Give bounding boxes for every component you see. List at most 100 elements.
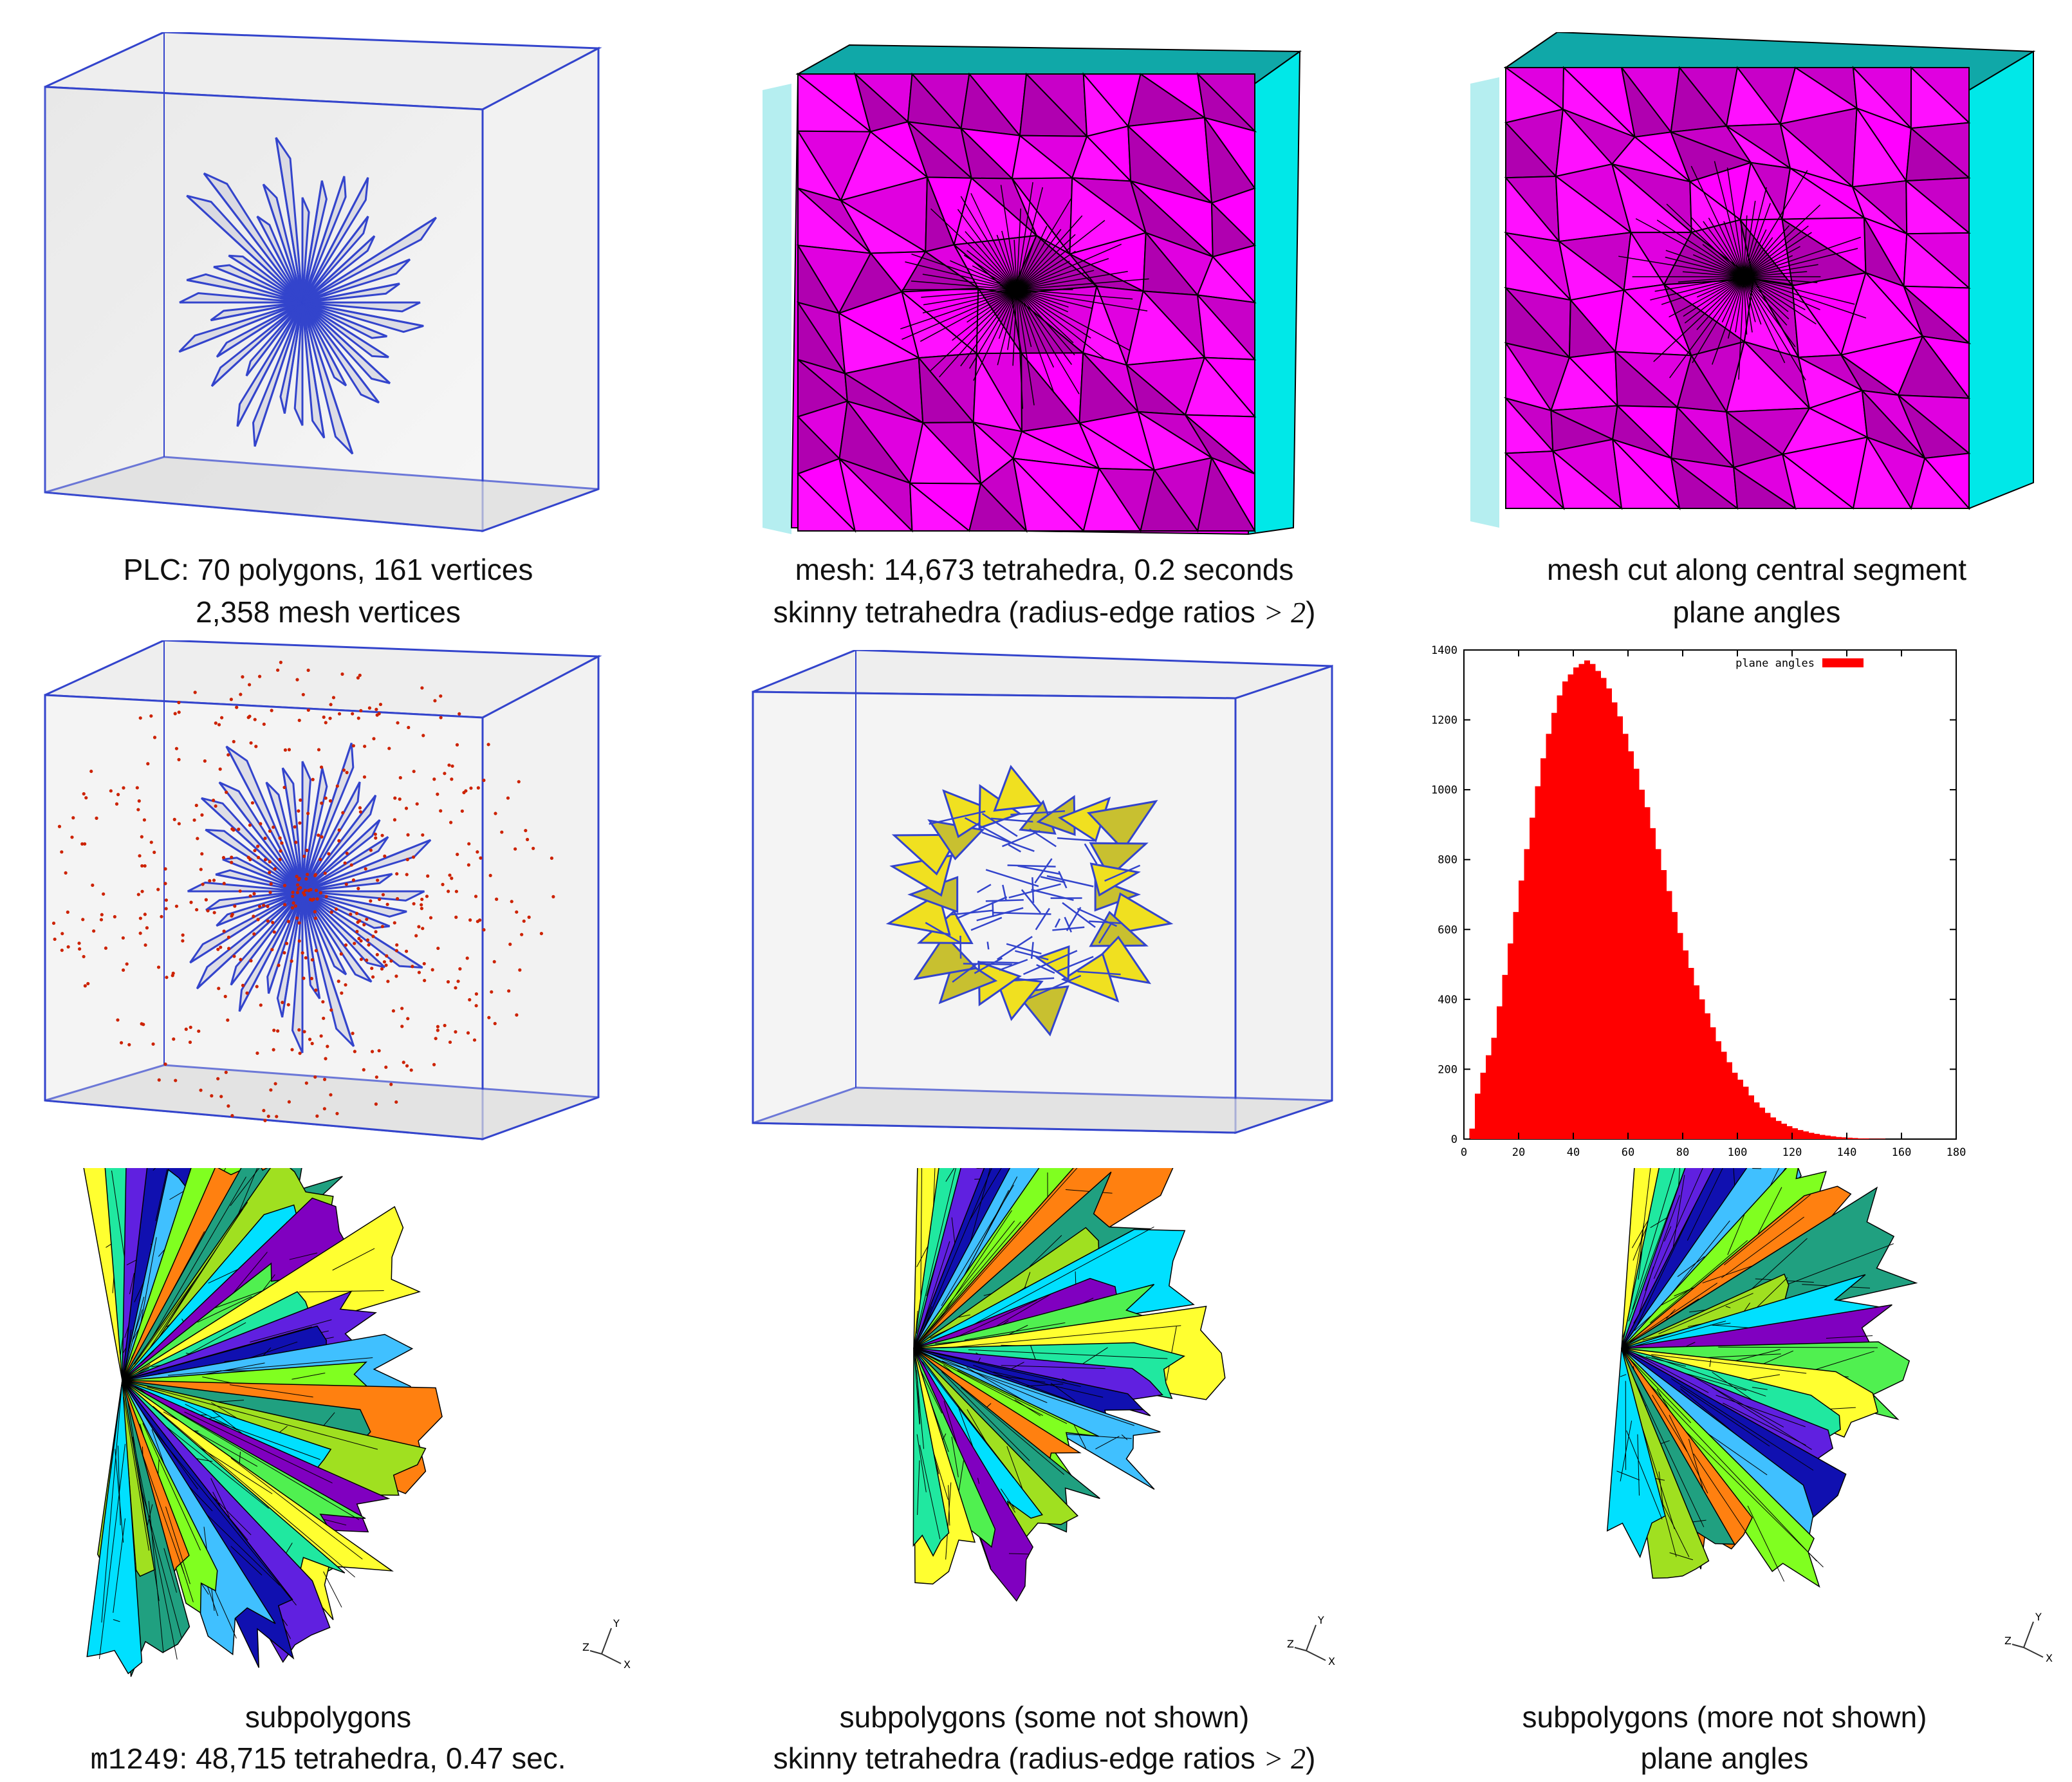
x-tick-label: 60 (1622, 1146, 1634, 1159)
histogram-bar (1628, 751, 1634, 1139)
histogram-bar (1688, 968, 1694, 1139)
histogram-bar (1705, 1014, 1710, 1139)
x-tick-label: 40 (1567, 1146, 1580, 1159)
histogram-bar (1831, 1137, 1836, 1139)
histogram-bar (1497, 1007, 1503, 1139)
mesh-cut-figure (1467, 32, 2040, 547)
histogram-bar (1874, 1138, 1880, 1139)
axis-x-label: X (1328, 1655, 1335, 1667)
histogram-bar (1524, 849, 1530, 1139)
y-tick-label: 800 (1438, 854, 1457, 867)
legend-swatch (1822, 658, 1864, 667)
histogram-bar (1765, 1113, 1771, 1139)
caption-r1c3-line2: plane angles (1435, 591, 2072, 633)
axis-y-label: Y (2035, 1611, 2042, 1623)
histogram-bar (1667, 891, 1672, 1139)
histogram-bar (1470, 1129, 1475, 1139)
histogram-bar (1792, 1128, 1798, 1139)
histogram-bar (1770, 1117, 1776, 1139)
histogram-bar (1754, 1102, 1760, 1139)
histogram-bar (1683, 951, 1688, 1139)
axis-z-label: Z (582, 1641, 589, 1653)
axis-z-label: Z (2004, 1635, 2012, 1647)
histogram-bar (1475, 1093, 1481, 1139)
histogram-bar (1656, 849, 1661, 1139)
histogram-bar (1623, 734, 1629, 1139)
histogram-bar (1798, 1130, 1804, 1139)
histogram-bar (1530, 818, 1535, 1139)
caption-r3c1-code: m1249 (91, 1744, 180, 1777)
caption-r3c2-line2-op: > 2 (1264, 1742, 1306, 1775)
histogram-bar (1650, 828, 1656, 1139)
histogram-bar (1869, 1138, 1874, 1139)
histogram-bar (1568, 674, 1574, 1139)
axis-triad-2: Y Z X (1287, 1612, 1345, 1670)
caption-r3c1-rest: : 48,715 tetrahedra, 0.47 sec. (180, 1741, 566, 1775)
histogram-bar (1535, 786, 1541, 1139)
caption-r1c2-line2-close: ) (1306, 595, 1315, 629)
histogram-bar (1551, 713, 1557, 1139)
histogram-bar (1672, 912, 1678, 1139)
histogram-bar (1809, 1133, 1815, 1139)
histogram-bar (1519, 880, 1524, 1139)
caption-r3c2-line2: skinny tetrahedra (radius-edge ratios > … (723, 1737, 1366, 1780)
histogram-bar (1737, 1080, 1743, 1139)
histogram-bar (1590, 664, 1596, 1139)
histogram-bar (1573, 667, 1579, 1139)
caption-r3c2-line2-close: ) (1306, 1741, 1315, 1775)
histogram-bar (1781, 1124, 1787, 1139)
caption-r1c2-line1: mesh: 14,673 tetrahedra, 0.2 seconds (723, 548, 1366, 591)
histogram-bar (1748, 1095, 1754, 1139)
histogram-bar (1759, 1108, 1765, 1139)
legend-label: plane angles (1735, 657, 1815, 670)
histogram-bar (1825, 1136, 1831, 1139)
skinny-tets-figure (746, 650, 1338, 1146)
histogram-bar (1617, 716, 1623, 1139)
histogram-bar (1584, 660, 1590, 1139)
caption-r3c2-line2-text: skinny tetrahedra (radius-edge ratios (773, 1741, 1264, 1775)
caption-r3c3-line1: subpolygons (more not shown) (1403, 1696, 2046, 1738)
x-tick-label: 160 (1892, 1146, 1912, 1159)
histogram-bar (1803, 1131, 1809, 1139)
caption-r1c3-line1: mesh cut along central segment (1435, 548, 2072, 591)
histogram-bar (1595, 671, 1601, 1139)
histogram-bar (1858, 1138, 1864, 1139)
axis-y-label: Y (613, 1617, 620, 1629)
histogram-bar (1513, 912, 1519, 1139)
histogram-bar (1716, 1041, 1721, 1139)
histogram-bar (1743, 1087, 1749, 1139)
axis-y-label: Y (1317, 1614, 1324, 1626)
histogram-bar (1579, 664, 1585, 1139)
histogram-bar (1864, 1138, 1869, 1139)
histogram-bar (1481, 1073, 1486, 1139)
histogram-bar (1678, 933, 1683, 1139)
plc-vertices-figure (39, 640, 618, 1155)
axis-triad-3: Y Z X (2004, 1609, 2062, 1667)
caption-r3c1-line2: m1249: 48,715 tetrahedra, 0.47 sec. (6, 1737, 650, 1782)
histogram-bar (1645, 807, 1651, 1139)
axis-x-label: X (624, 1658, 631, 1671)
histogram-bar (1820, 1135, 1826, 1139)
x-tick-label: 140 (1837, 1146, 1857, 1159)
caption-r1c1-line2: 2,358 mesh vertices (6, 591, 650, 633)
y-tick-label: 1200 (1431, 714, 1457, 727)
caption-r1c1-line1: PLC: 70 polygons, 161 vertices (6, 548, 650, 591)
subpolygons-more-figure (1506, 1168, 2072, 1696)
mesh-figure (759, 39, 1313, 547)
histogram-bar (1562, 682, 1568, 1139)
histogram-bar (1694, 985, 1699, 1139)
histogram-bar (1726, 1063, 1732, 1139)
histogram-bar (1776, 1121, 1782, 1139)
histogram-bar (1540, 758, 1546, 1139)
histogram-bar (1546, 734, 1552, 1139)
histogram-bar (1606, 689, 1612, 1139)
axis-z-label: Z (1287, 1638, 1294, 1650)
plc-figure (39, 32, 618, 547)
x-tick-label: 0 (1461, 1146, 1467, 1159)
histogram-bar (1847, 1138, 1853, 1139)
y-tick-label: 600 (1438, 923, 1457, 936)
x-tick-label: 80 (1676, 1146, 1689, 1159)
y-tick-label: 1000 (1431, 784, 1457, 797)
caption-r1c2-line2: skinny tetrahedra (radius-edge ratios > … (723, 591, 1366, 634)
y-tick-label: 400 (1438, 994, 1457, 1007)
